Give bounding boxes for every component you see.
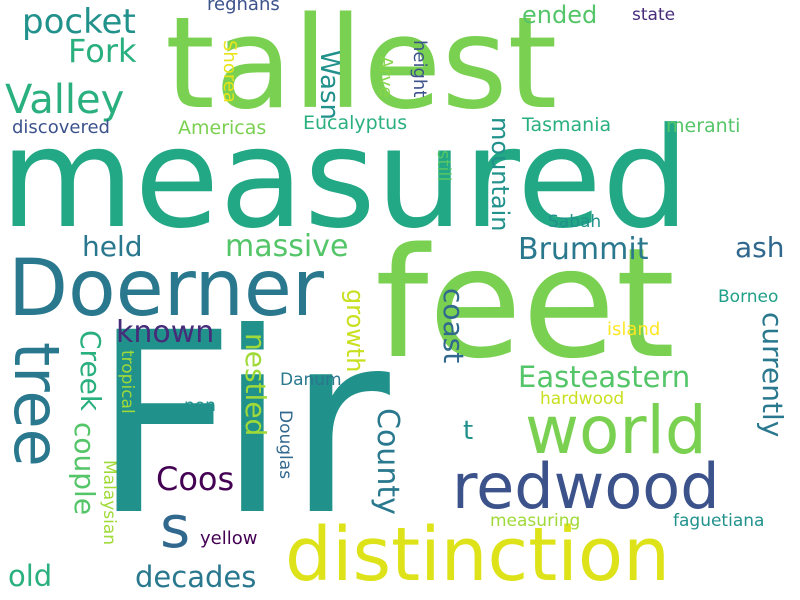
word-coast: coast [437, 288, 470, 364]
word-still: still [433, 150, 454, 182]
word-non: non [184, 396, 216, 416]
word-doerner: Doerner [8, 244, 324, 334]
word-regnans: regnans [207, 0, 280, 15]
word-tree: tree [0, 342, 73, 467]
word-ash: ash [735, 231, 785, 264]
word-tropical: tropical [117, 350, 137, 414]
word-hardwood: hardwood [540, 389, 625, 409]
word-height: height [409, 40, 430, 98]
word-state: state [632, 5, 676, 25]
word-easteastern: Easteastern [518, 360, 691, 394]
word-meranti: meranti [666, 115, 741, 137]
word-borneo: Borneo [718, 287, 779, 307]
word-arve: Arve [375, 56, 396, 98]
word-measured: measured [0, 98, 690, 259]
word-douglas: Douglas [275, 410, 295, 480]
word-americas: Americas [178, 117, 267, 139]
word-couple: couple [68, 422, 101, 516]
word-tallest: tallest [165, 0, 558, 137]
word-sabah: Sabah [548, 212, 602, 232]
word-brummit: Brummit [518, 232, 649, 267]
word-shorea: Shorea [219, 40, 240, 103]
word-currently: currently [756, 312, 789, 438]
word-discovered: discovered [12, 117, 110, 138]
word-creek: Creek [74, 330, 107, 412]
word-fork: Fork [68, 32, 137, 70]
word-decades: decades [135, 560, 257, 594]
word-mountain: mountain [486, 117, 514, 232]
word-tasmania: Tasmania [522, 114, 612, 136]
word-pocket: pocket [22, 2, 136, 42]
word-eucalyptus: Eucalyptus [303, 112, 408, 134]
word-massive: massive [225, 229, 349, 264]
word-yellow: yellow [200, 528, 258, 549]
word-growth: growth [341, 289, 369, 373]
word-malaysian: Malaysian [99, 460, 119, 546]
word-faguetiana: faguetiana [673, 511, 765, 531]
word-known: known [116, 315, 215, 350]
word-county: County [370, 408, 405, 515]
word-fir: Fir [92, 279, 390, 570]
word-t: t [463, 416, 474, 446]
word-held: held [82, 230, 143, 263]
word-old: old [8, 559, 53, 593]
word-redwood: redwood [452, 450, 720, 523]
word-s: s [160, 493, 191, 561]
word-nestled: nestled [239, 333, 272, 437]
word-measuring: measuring [490, 511, 581, 531]
word-distinction: distinction [285, 512, 670, 598]
word-coos: Coos [156, 460, 235, 498]
word-valley: Valley [5, 77, 125, 123]
word-world: world [525, 392, 707, 469]
word-ended: ended [522, 1, 598, 29]
word-feet: feet [375, 215, 676, 392]
word-danum: Danum [280, 370, 342, 390]
word-wasn: Wasn [314, 50, 344, 121]
word-island: island [607, 319, 661, 340]
